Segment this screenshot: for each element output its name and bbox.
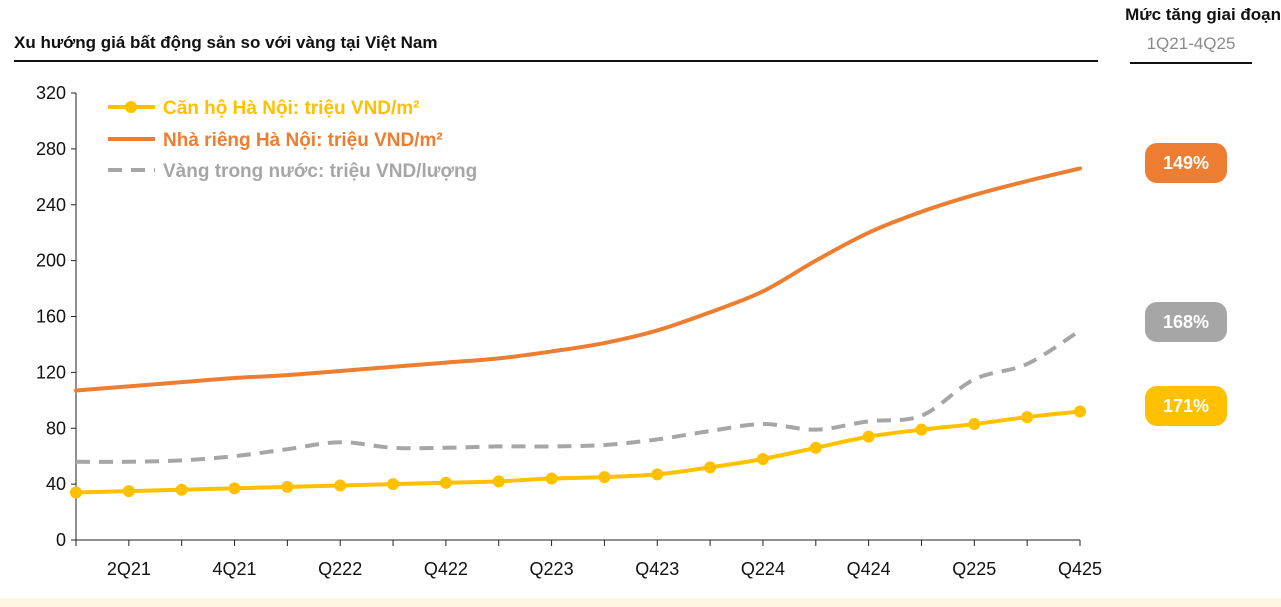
growth-heading: Mức tăng giai đoạn <box>1125 5 1281 24</box>
data-point <box>809 441 822 454</box>
data-point <box>387 478 400 491</box>
x-tick-label: Q222 <box>318 559 362 579</box>
data-point <box>968 418 981 431</box>
y-tick-label: 80 <box>46 418 66 438</box>
data-point <box>122 485 135 498</box>
growth-badge-house: 149% <box>1145 143 1227 183</box>
data-point <box>175 483 188 496</box>
y-tick-label: 40 <box>46 474 66 494</box>
axes: 0 40 80 120 160 200 240 280 320 2Q21 4Q21 Q222 Q422 Q… <box>36 83 1102 579</box>
legend-label: Nhà riêng Hà Nội: triệu VND/m² <box>163 130 443 151</box>
growth-underline <box>1130 62 1252 64</box>
legend-label: Vàng trong nước: triệu VND/lượng <box>163 161 477 182</box>
data-point <box>704 461 717 474</box>
legend-label: Căn hộ Hà Nội: triệu VND/m² <box>163 98 420 119</box>
title-underline <box>14 60 1098 62</box>
series-layer <box>70 166 1086 499</box>
data-point <box>545 472 558 485</box>
data-point <box>281 480 294 493</box>
data-point <box>492 475 505 488</box>
bottom-band <box>0 598 1281 607</box>
series-line-0 <box>74 409 1082 495</box>
legend-marker <box>125 101 137 113</box>
y-tick-label: 120 <box>36 362 66 382</box>
y-tick-label: 280 <box>36 139 66 159</box>
x-tick-label: 2Q21 <box>107 559 151 579</box>
data-point <box>439 476 452 489</box>
y-tick-label: 0 <box>56 530 66 550</box>
series-line-1 <box>74 166 1082 393</box>
data-point <box>862 430 875 443</box>
series-line-2 <box>75 328 1082 464</box>
x-tick-label: Q223 <box>530 559 574 579</box>
growth-period: 1Q21-4Q25 <box>1146 34 1236 53</box>
data-point <box>1074 405 1086 418</box>
growth-badge-apartment: 171% <box>1145 386 1227 426</box>
x-tick-label: Q224 <box>741 559 785 579</box>
y-tick-label: 200 <box>36 251 66 271</box>
x-tick-label: 4Q21 <box>213 559 257 579</box>
x-tick-label: Q425 <box>1058 559 1102 579</box>
chart-title: Xu hướng giá bất động sản so với vàng tạ… <box>14 33 438 52</box>
y-tick-label: 240 <box>36 195 66 215</box>
data-point <box>915 423 928 436</box>
growth-badge-gold: 168% <box>1145 302 1227 342</box>
data-point <box>651 468 664 481</box>
x-tick-label: Q423 <box>635 559 679 579</box>
data-point <box>756 452 769 465</box>
data-point <box>228 482 241 495</box>
data-point <box>598 471 611 484</box>
data-point <box>334 479 347 492</box>
y-tick-label: 320 <box>36 83 66 103</box>
data-point <box>70 486 82 499</box>
x-tick-label: Q424 <box>847 559 891 579</box>
y-tick-label: 160 <box>36 307 66 327</box>
x-tick-label: Q422 <box>424 559 468 579</box>
data-point <box>1021 411 1034 424</box>
x-tick-label: Q225 <box>952 559 996 579</box>
legend: Căn hộ Hà Nội: triệu VND/m² Nhà riêng Hà … <box>108 98 477 182</box>
